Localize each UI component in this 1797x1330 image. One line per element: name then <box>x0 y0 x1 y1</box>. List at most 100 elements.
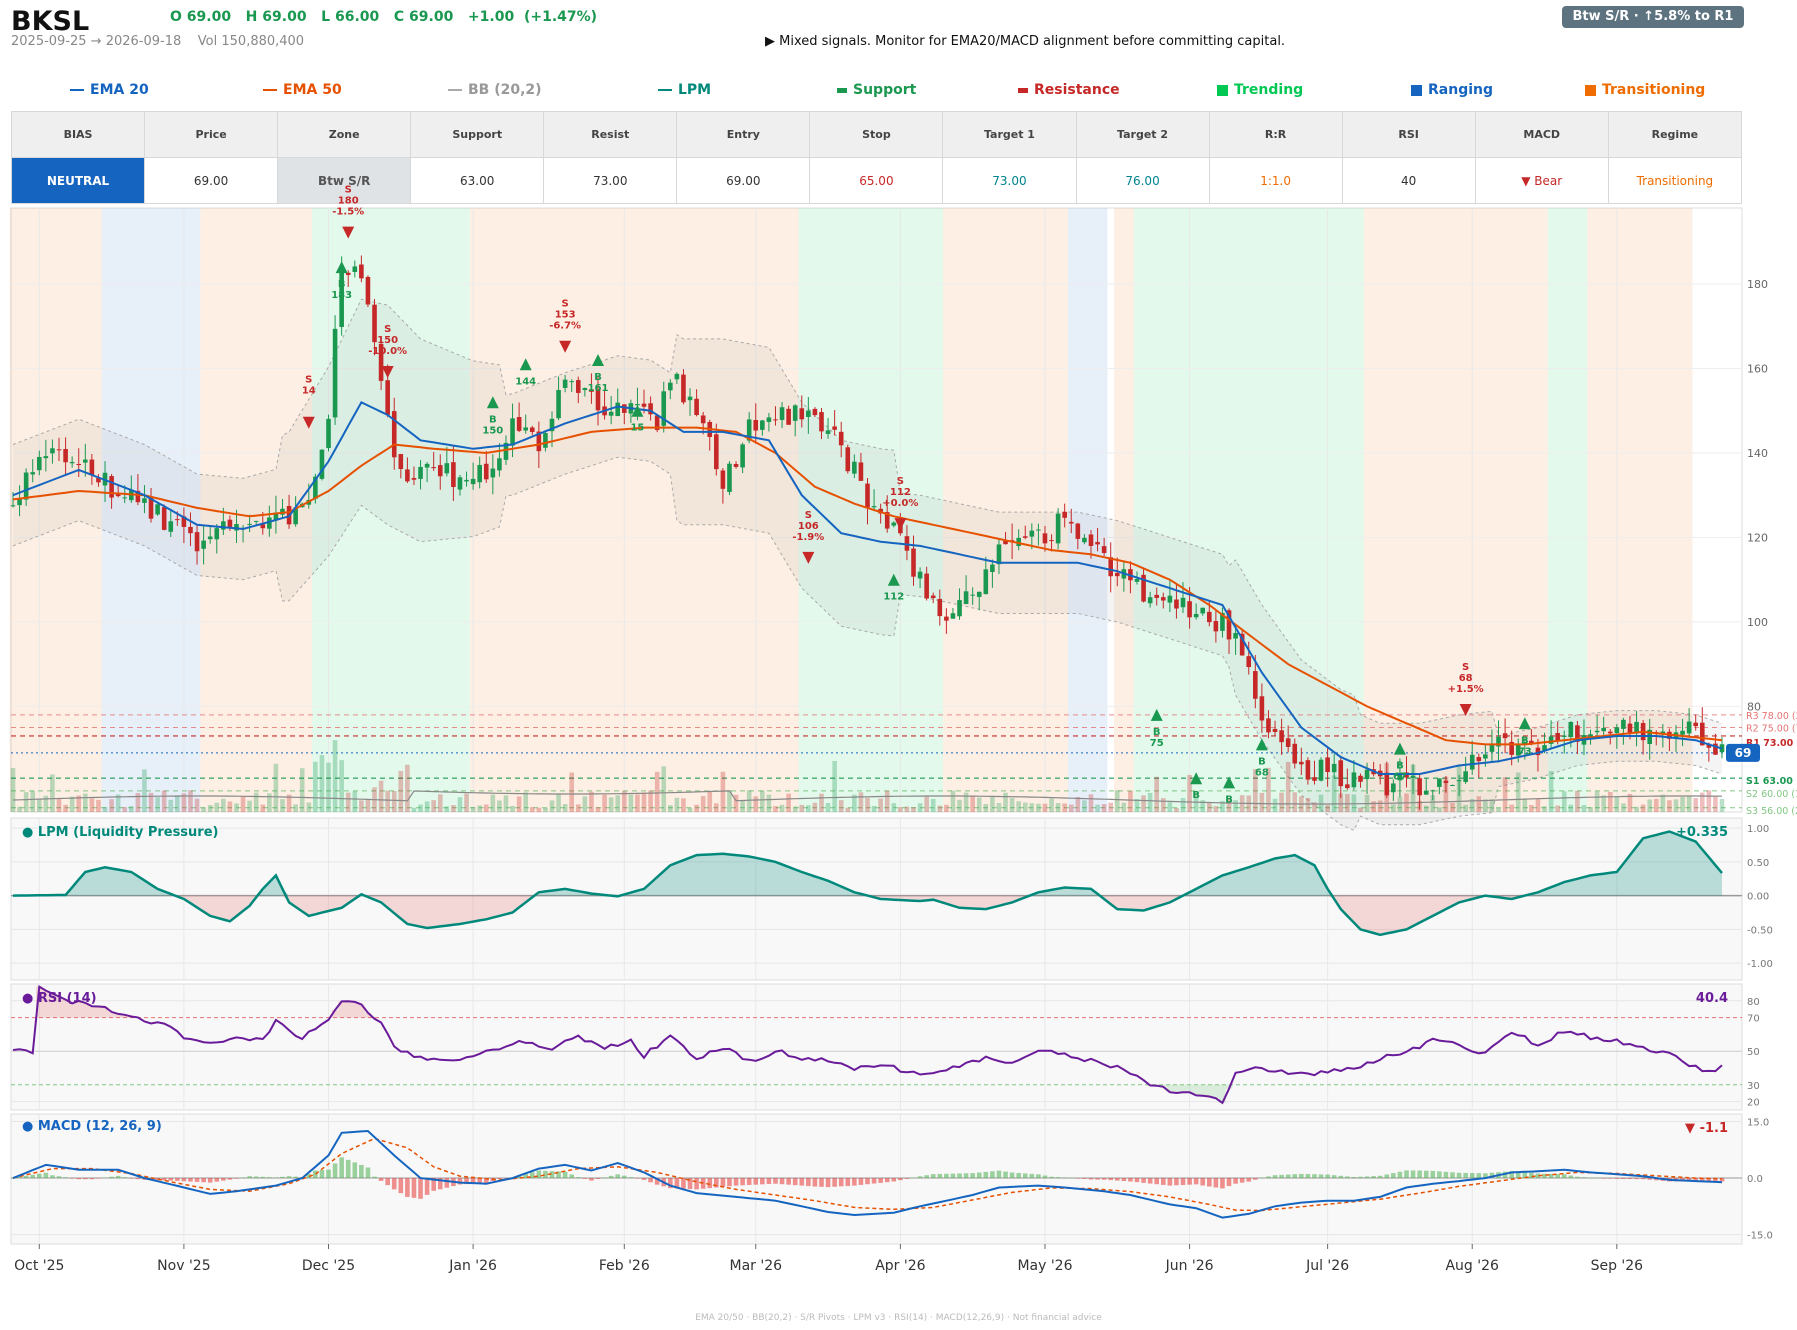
macd-histogram-bar <box>1331 1175 1337 1179</box>
legend-ema50[interactable]: EMA 50 <box>263 82 342 98</box>
candle-body <box>1351 772 1357 788</box>
legend-transitioning[interactable]: Transitioning <box>1585 82 1705 98</box>
macd-histogram-bar <box>1292 1174 1298 1179</box>
candle-body <box>359 264 364 279</box>
volume-bar <box>142 769 147 812</box>
macd-histogram-bar <box>1325 1174 1330 1179</box>
macd-histogram-bar <box>326 1169 331 1179</box>
volume-bar <box>299 768 305 812</box>
macd-histogram-bar <box>1614 1178 1620 1179</box>
volume-bar <box>1713 796 1718 812</box>
macd-histogram-bar <box>1607 1178 1613 1179</box>
volume-bar <box>911 807 916 812</box>
candle-body <box>1042 533 1048 544</box>
macd-histogram-bar <box>1108 1178 1114 1181</box>
volume-bar <box>497 800 502 812</box>
macd-histogram-bar <box>207 1178 213 1183</box>
sell-signal-icon <box>802 551 815 564</box>
volume-bar <box>681 798 686 812</box>
table-value-stop: 65.00 <box>809 157 944 204</box>
volume-bar <box>411 807 417 812</box>
candle-body <box>1535 747 1541 756</box>
candle-body <box>1134 578 1140 582</box>
volume-bar <box>207 805 213 812</box>
sell-signal-label: S <box>384 324 391 335</box>
volume-bar <box>1345 794 1350 812</box>
volume-bar <box>661 766 667 812</box>
volume-bar <box>69 796 75 812</box>
volume-bar <box>89 798 95 812</box>
x-axis-month-label: Oct '25 <box>14 1258 64 1274</box>
volume-bar <box>175 795 180 812</box>
candle-body <box>1476 757 1482 762</box>
buy-signal-icon <box>1190 772 1203 785</box>
sell-signal-label: 153 <box>555 310 576 321</box>
volume-bar <box>306 802 312 812</box>
macd-histogram-bar <box>529 1172 535 1179</box>
table-header-price: Price <box>144 111 279 158</box>
buy-signal-label: B <box>1192 790 1200 801</box>
candle-body <box>1634 721 1639 734</box>
buy-signal-label: B <box>1225 794 1233 805</box>
legend-support[interactable]: Support <box>837 82 916 98</box>
legend-bb[interactable]: BB (20,2) <box>448 82 542 98</box>
candle-body <box>444 463 450 474</box>
macd-histogram-bar <box>56 1176 62 1179</box>
candle-body <box>1483 754 1488 759</box>
candle-body <box>1029 530 1035 537</box>
volume-bar <box>1220 800 1225 812</box>
macd-histogram-bar <box>694 1178 699 1190</box>
legend-ema20[interactable]: EMA 20 <box>70 82 149 98</box>
legend-lpm[interactable]: LPM <box>658 82 711 98</box>
resistance-level-label: R3 78.00 (2x) <box>1746 711 1797 722</box>
macd-tick-label: -15.0 <box>1747 1231 1773 1242</box>
macd-histogram-bar <box>1509 1171 1514 1179</box>
ticker-symbol: BKSL <box>11 6 90 37</box>
buy-signal-label: B <box>1396 761 1404 772</box>
macd-histogram-bar <box>201 1178 206 1183</box>
candle-body <box>1417 778 1422 796</box>
macd-histogram-bar <box>1489 1172 1495 1179</box>
candle-body <box>595 389 601 411</box>
candle-body <box>398 454 404 470</box>
volume-bar <box>529 807 535 812</box>
macd-histogram-bar <box>1147 1178 1153 1184</box>
candle-body <box>188 526 193 534</box>
bar-swatch-icon <box>1018 87 1028 93</box>
volume-bar <box>352 791 358 812</box>
candle-body <box>1055 513 1061 544</box>
legend-ranging[interactable]: Ranging <box>1411 82 1493 98</box>
volume-bar <box>1101 804 1107 812</box>
candle-body <box>937 598 943 617</box>
macd-histogram-bar <box>1259 1177 1265 1179</box>
volume-bar <box>746 790 752 812</box>
volume-bar <box>1062 803 1067 812</box>
volume-bar <box>273 763 279 812</box>
candle-body <box>1686 721 1692 734</box>
macd-histogram-bar <box>1206 1178 1212 1187</box>
macd-histogram-bar <box>405 1178 410 1197</box>
candle-body <box>1101 546 1107 554</box>
table-value-row: NEUTRAL 69.00 Btw S/R 63.00 73.00 69.00 65.00 7… <box>10 157 1743 204</box>
macd-histogram-bar <box>102 1177 108 1179</box>
candle-body <box>556 389 561 419</box>
macd-histogram-bar <box>359 1164 364 1179</box>
macd-histogram-bar <box>1318 1174 1324 1179</box>
volume-bar <box>1627 793 1633 812</box>
legend-resistance[interactable]: Resistance <box>1018 82 1120 98</box>
legend-trending[interactable]: Trending <box>1217 82 1303 98</box>
candle-body <box>543 433 548 448</box>
rsi-oversold-fill <box>1146 1084 1233 1103</box>
macd-histogram-bar <box>240 1177 246 1179</box>
candle-body <box>1430 790 1436 792</box>
macd-histogram-bar <box>1075 1178 1081 1179</box>
volume-bar <box>1667 800 1672 812</box>
chart-legend: EMA 20 EMA 50 BB (20,2) LPM Support Resi… <box>0 82 1797 104</box>
candle-body <box>884 512 890 529</box>
volume-bar <box>280 799 285 812</box>
volume-bar <box>1450 802 1455 812</box>
volume-bar <box>1266 767 1271 812</box>
candle-body <box>1713 743 1718 755</box>
legend-label: LPM <box>678 82 712 98</box>
buy-signal-icon <box>335 261 348 274</box>
